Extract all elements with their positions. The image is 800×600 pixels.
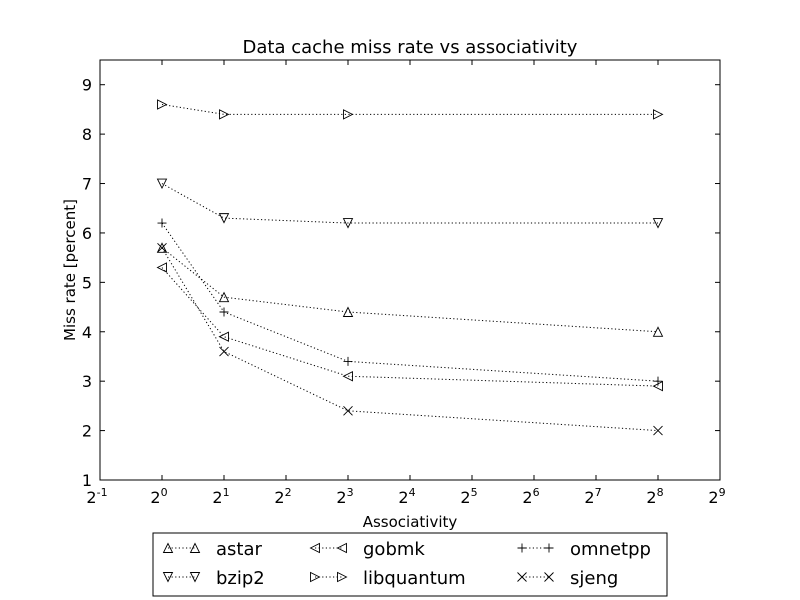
- y-tick-label: 1: [82, 471, 92, 490]
- data-point-astar: [652, 326, 664, 337]
- x-tick-label: 2-1: [86, 486, 107, 507]
- series-sjeng: [157, 242, 663, 436]
- data-point-sjeng: [219, 346, 229, 357]
- legend-entry-omnetpp: omnetpp: [517, 539, 651, 560]
- data-point-astar: [156, 242, 168, 253]
- x-tick-label: 20: [150, 486, 167, 507]
- series-line-gobmk: [161, 267, 659, 387]
- data-point-omnetpp: [653, 376, 663, 386]
- x-tick-label: 24: [398, 486, 415, 507]
- data-point-astar: [218, 291, 230, 303]
- legend-marker: [544, 572, 554, 582]
- legend-entry-bzip2: bzip2: [162, 568, 265, 589]
- legend: astar bzip2 gobmk libquantum omnetpp sjeng: [152, 532, 668, 597]
- data-point-sjeng: [157, 242, 167, 253]
- legend-marker: [309, 542, 320, 554]
- data-point-gobmk: [342, 371, 353, 382]
- series-line-omnetpp: [161, 222, 659, 382]
- data-point-omnetpp: [157, 218, 167, 228]
- legend-label: gobmk: [363, 539, 425, 560]
- series-line-astar: [161, 247, 659, 333]
- data-point-astar: [342, 306, 354, 317]
- data-point-omnetpp: [343, 356, 353, 366]
- legend-box: [152, 532, 668, 597]
- x-axis-label: Associativity: [363, 513, 458, 531]
- series-line-bzip2: [161, 183, 658, 224]
- x-tick-label: 25: [460, 486, 477, 507]
- legend-label: sjeng: [570, 568, 618, 589]
- plot-area: [99, 59, 721, 481]
- data-point-libquantum: [157, 99, 168, 110]
- y-tick-label: 6: [82, 224, 92, 243]
- legend-marker: [517, 543, 527, 553]
- legend-label: omnetpp: [570, 539, 651, 560]
- legend-label: libquantum: [363, 568, 466, 589]
- legend-marker: [162, 572, 174, 583]
- y-tick-label: 2: [82, 422, 92, 441]
- y-tick-label: 9: [82, 76, 92, 95]
- legend-label: bzip2: [216, 568, 265, 589]
- legend-label: astar: [216, 539, 262, 560]
- data-point-gobmk: [218, 331, 229, 342]
- legend-marker: [337, 571, 348, 583]
- data-point-sjeng: [343, 406, 353, 416]
- y-tick-label: 8: [82, 125, 92, 144]
- data-point-bzip2: [342, 218, 354, 229]
- series-libquantum: [157, 99, 664, 120]
- series-astar: [156, 242, 664, 337]
- series-layer: [156, 99, 664, 436]
- legend-entry-gobmk: gobmk: [309, 539, 425, 560]
- series-omnetpp: [157, 218, 663, 386]
- x-tick-label: 27: [584, 486, 601, 507]
- legend-marker: [189, 572, 201, 583]
- x-tick-label: 22: [274, 486, 291, 507]
- data-point-libquantum: [219, 109, 230, 120]
- series-line-libquantum: [161, 103, 658, 115]
- legend-marker: [544, 543, 554, 553]
- x-tick-label: 26: [522, 486, 539, 507]
- data-point-sjeng: [653, 425, 663, 436]
- series-line-sjeng: [161, 247, 659, 432]
- data-point-bzip2: [156, 178, 168, 190]
- y-tick-label: 3: [82, 372, 92, 391]
- y-tick-label: 4: [82, 323, 92, 342]
- legend-marker: [310, 571, 321, 583]
- x-tick-label: 23: [336, 486, 353, 507]
- chart-title: Data cache miss rate vs associativity: [243, 37, 578, 58]
- data-point-bzip2: [218, 213, 230, 224]
- data-point-libquantum: [343, 109, 354, 120]
- legend-marker: [517, 572, 527, 582]
- y-tick-label: 7: [82, 175, 92, 194]
- legend-entry-libquantum: libquantum: [310, 568, 466, 589]
- legend-marker: [189, 542, 201, 553]
- legend-marker: [336, 542, 347, 554]
- x-tick-label: 29: [708, 486, 725, 507]
- data-point-gobmk: [156, 262, 167, 273]
- x-tick-label: 21: [212, 486, 229, 507]
- x-tick-label: 28: [646, 486, 663, 507]
- legend-entry-sjeng: sjeng: [517, 568, 618, 589]
- data-point-omnetpp: [219, 307, 229, 317]
- data-point-libquantum: [653, 109, 664, 120]
- legend-marker: [162, 542, 174, 553]
- y-axis-label: Miss rate [percent]: [61, 199, 79, 341]
- data-point-bzip2: [652, 218, 664, 229]
- series-bzip2: [156, 178, 664, 229]
- legend-entry-astar: astar: [162, 539, 262, 560]
- y-tick-label: 5: [82, 273, 92, 292]
